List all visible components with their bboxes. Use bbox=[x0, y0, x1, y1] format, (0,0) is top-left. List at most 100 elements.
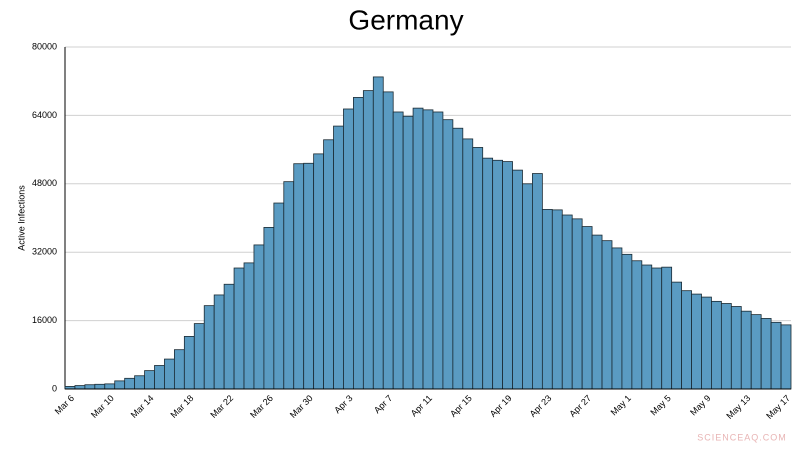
bar bbox=[173, 349, 185, 390]
bar bbox=[104, 383, 116, 390]
bar bbox=[631, 260, 643, 390]
bar bbox=[313, 153, 324, 390]
bar bbox=[223, 283, 235, 390]
bar bbox=[283, 181, 295, 390]
bar bbox=[681, 290, 692, 390]
x-tick-label: Apr 23 bbox=[528, 393, 554, 419]
bar bbox=[94, 383, 106, 390]
bar bbox=[154, 365, 165, 390]
bar bbox=[661, 266, 673, 390]
bar bbox=[571, 218, 583, 390]
bar bbox=[532, 173, 543, 390]
bar bbox=[442, 119, 454, 390]
bar bbox=[641, 264, 653, 390]
x-tick-label: Mar 14 bbox=[129, 393, 156, 420]
bar bbox=[750, 314, 762, 390]
x-tick-label: Apr 7 bbox=[372, 393, 394, 415]
bar bbox=[273, 202, 285, 390]
bar bbox=[382, 91, 394, 390]
bar bbox=[372, 76, 384, 390]
x-tick-label: Mar 18 bbox=[169, 393, 196, 420]
bar bbox=[621, 253, 633, 390]
x-tick-label: May 5 bbox=[648, 393, 672, 417]
bar bbox=[183, 336, 195, 390]
x-tick-label: May 17 bbox=[764, 393, 792, 421]
bar bbox=[412, 107, 424, 390]
bar bbox=[691, 293, 702, 390]
y-tick-label: 16000 bbox=[32, 315, 57, 325]
bar bbox=[551, 209, 563, 390]
bar bbox=[671, 281, 683, 390]
y-tick-label: 64000 bbox=[32, 110, 57, 120]
bar bbox=[134, 375, 145, 390]
bar bbox=[591, 234, 603, 390]
bar bbox=[541, 209, 553, 390]
bar bbox=[253, 244, 265, 390]
bar bbox=[472, 147, 484, 390]
x-tick-label: Mar 26 bbox=[248, 393, 275, 420]
bar bbox=[522, 183, 533, 390]
bar bbox=[362, 90, 374, 390]
bar bbox=[144, 370, 155, 390]
bar bbox=[760, 318, 772, 390]
x-tick-label: May 9 bbox=[688, 393, 712, 417]
bar bbox=[124, 377, 136, 390]
bar bbox=[114, 380, 126, 390]
x-tick-label: Apr 15 bbox=[448, 393, 474, 419]
chart-title: Germany bbox=[348, 4, 463, 35]
bar bbox=[482, 157, 494, 390]
x-tick-label: Apr 11 bbox=[409, 393, 434, 418]
bar bbox=[323, 139, 334, 390]
x-tick-label: Apr 19 bbox=[488, 393, 514, 419]
bar bbox=[402, 115, 414, 390]
bar bbox=[293, 163, 305, 390]
bar bbox=[651, 267, 663, 390]
bar bbox=[392, 111, 404, 390]
x-tick-label: May 13 bbox=[724, 393, 752, 421]
bar bbox=[213, 294, 225, 390]
bar bbox=[701, 296, 712, 390]
x-tick-label: Apr 3 bbox=[332, 393, 354, 415]
bar bbox=[740, 310, 752, 390]
bar bbox=[512, 169, 523, 390]
bar bbox=[611, 247, 623, 390]
bar bbox=[233, 267, 245, 390]
y-axis-label: Active Infections bbox=[16, 185, 26, 251]
bar bbox=[303, 162, 315, 390]
x-tick-label: May 1 bbox=[609, 393, 633, 417]
watermark: SCIENCEAQ.COM bbox=[697, 432, 787, 442]
x-tick-label: Mar 6 bbox=[53, 393, 76, 416]
bar bbox=[502, 161, 513, 390]
bar bbox=[581, 226, 593, 390]
bar bbox=[432, 111, 444, 390]
bar bbox=[343, 108, 354, 390]
y-tick-label: 0 bbox=[52, 383, 57, 393]
x-tick-label: Mar 30 bbox=[288, 393, 315, 420]
bar bbox=[164, 358, 175, 390]
y-tick-label: 48000 bbox=[32, 178, 57, 188]
bar bbox=[193, 323, 205, 390]
y-tick-label: 80000 bbox=[32, 41, 57, 51]
bar bbox=[711, 300, 722, 390]
bar bbox=[770, 321, 782, 390]
bar bbox=[492, 159, 503, 390]
bar bbox=[730, 306, 742, 390]
x-tick-label: Mar 22 bbox=[208, 393, 235, 420]
bar bbox=[203, 305, 215, 390]
x-tick-label: Apr 27 bbox=[567, 393, 593, 419]
bar bbox=[780, 324, 792, 390]
bar bbox=[422, 109, 434, 390]
bar bbox=[243, 262, 255, 390]
bar bbox=[601, 240, 613, 390]
bar bbox=[84, 384, 96, 390]
bar bbox=[452, 127, 464, 390]
bar bbox=[462, 138, 474, 390]
bar bbox=[720, 303, 732, 390]
bar bbox=[263, 227, 275, 390]
bar bbox=[333, 125, 344, 390]
bar bbox=[74, 385, 86, 390]
y-tick-label: 32000 bbox=[32, 247, 57, 257]
x-tick-label: Mar 10 bbox=[89, 393, 116, 420]
bar bbox=[353, 97, 364, 390]
